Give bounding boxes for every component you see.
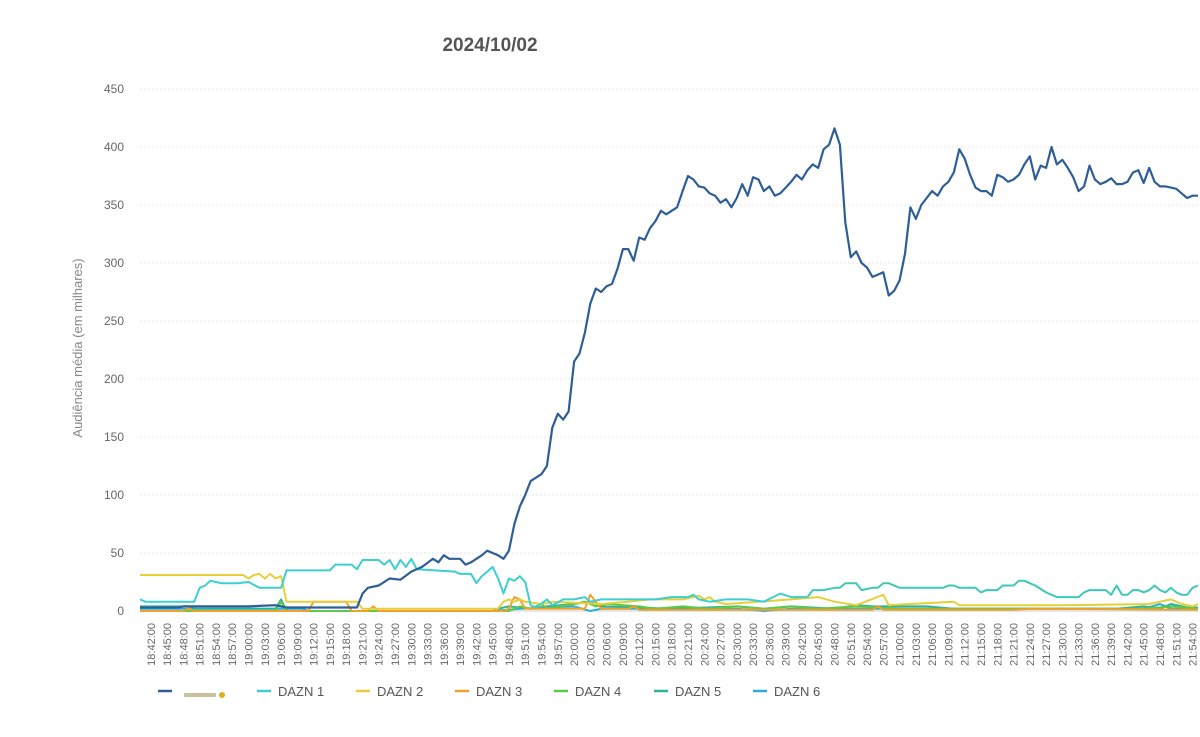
x-tick-label: 21:15:00 [976,623,988,666]
x-tick-label: 19:33:00 [423,623,435,666]
series-line [140,127,1198,609]
x-tick-label: 20:06:00 [602,623,614,666]
x-tick-label: 18:57:00 [227,623,239,666]
x-tick-label: 21:48:00 [1155,623,1167,666]
x-tick-label: 21:51:00 [1171,623,1183,666]
x-tick-label: 20:45:00 [813,623,825,666]
y-tick-label: 0 [117,604,124,618]
x-tick-label: 20:39:00 [781,623,793,666]
x-tick-label: 20:12:00 [634,623,646,666]
y-axis-label: Audiência média (em milhares) [70,258,85,437]
x-tick-label: 18:42:00 [146,623,158,666]
x-tick-label: 20:03:00 [585,623,597,666]
x-tick-label: 21:03:00 [911,623,923,666]
x-tick-label: 20:18:00 [667,623,679,666]
x-tick-label: 21:06:00 [927,623,939,666]
x-tick-label: 19:45:00 [488,623,500,666]
legend-label: DAZN 3 [476,684,522,699]
x-tick-label: 20:42:00 [797,623,809,666]
x-tick-label: 20:09:00 [618,623,630,666]
x-tick-label: 20:48:00 [829,623,841,666]
y-tick-label: 350 [104,198,124,212]
x-tick-label: 21:24:00 [1025,623,1037,666]
x-tick-label: 20:51:00 [846,623,858,666]
x-tick-label: 19:42:00 [471,623,483,666]
legend: DAZN 1 DAZN 2 DAZN 3 DAZN 4 DAZN 5 DAZN 6 [158,684,820,699]
x-tick-label: 19:00:00 [244,623,256,666]
y-tick-labels: 0 50 100 150 200 250 300 350 400 450 [104,82,124,618]
y-tick-label: 300 [104,256,124,270]
x-tick-label: 21:54:00 [1188,623,1200,666]
x-tick-label: 20:00:00 [569,623,581,666]
x-tick-label: 19:06:00 [276,623,288,666]
y-tick-label: 150 [104,430,124,444]
legend-label: DAZN 2 [377,684,423,699]
x-tick-label: 21:21:00 [1009,623,1021,666]
x-tick-label: 18:51:00 [195,623,207,666]
series-line [806,579,1199,599]
x-tick-label: 19:30:00 [406,623,418,666]
legend-label: DAZN 4 [575,684,621,699]
x-tick-label: 21:18:00 [992,623,1004,666]
x-tick-label: 20:33:00 [748,623,760,666]
legend-label: DAZN 5 [675,684,721,699]
x-tick-label: 21:00:00 [895,623,907,666]
x-tick-label: 19:24:00 [374,623,386,666]
series-lines [139,127,1199,612]
x-tick-label: 20:21:00 [683,623,695,666]
x-tick-label: 21:30:00 [1057,623,1069,666]
x-tick-label: 20:54:00 [862,623,874,666]
gridlines [140,88,1198,612]
x-tick-label: 18:45:00 [162,623,174,666]
x-tick-label: 19:15:00 [325,623,337,666]
x-tick-label: 19:39:00 [455,623,467,666]
series-line-dazn-2 [140,572,1199,610]
y-tick-label: 100 [104,488,124,502]
x-tick-label: 21:39:00 [1106,623,1118,666]
y-tick-label: 400 [104,140,124,154]
x-tick-label: 20:27:00 [716,623,728,666]
x-tick-label: 19:54:00 [536,623,548,666]
x-tick-label: 20:24:00 [699,623,711,666]
x-tick-label: 21:12:00 [960,623,972,666]
chart-title: 2024/10/02 [442,35,537,56]
x-tick-label: 19:09:00 [292,623,304,666]
y-tick-label: 450 [104,82,124,96]
y-tick-label: 50 [111,546,125,560]
x-tick-label: 21:42:00 [1122,623,1134,666]
x-tick-label: 19:48:00 [504,623,516,666]
series-line-dazn-4 [140,600,1199,612]
x-tick-label: 20:57:00 [878,623,890,666]
legend-label: DAZN 1 [278,684,324,699]
x-tick-label: 19:36:00 [439,623,451,666]
x-tick-label: 21:33:00 [1074,623,1086,666]
x-tick-label: 19:21:00 [357,623,369,666]
series-line-dazn-1 [139,557,808,609]
x-tick-label: 18:48:00 [178,623,190,666]
legend-logo-icon [184,692,225,698]
x-tick-label: 19:57:00 [553,623,565,666]
x-tick-label: 19:12:00 [309,623,321,666]
x-tick-label: 21:45:00 [1139,623,1151,666]
x-tick-label: 19:18:00 [341,623,353,666]
x-tick-label: 19:51:00 [520,623,532,666]
x-tick-label: 18:54:00 [211,623,223,666]
y-tick-label: 250 [104,314,124,328]
x-tick-label: 21:27:00 [1041,623,1053,666]
x-tick-label: 19:03:00 [260,623,272,666]
x-tick-label: 20:36:00 [764,623,776,666]
x-tick-label: 21:09:00 [943,623,955,666]
x-tick-label: 21:36:00 [1090,623,1102,666]
x-tick-label: 20:15:00 [650,623,662,666]
x-tick-labels: 18:42:00 18:45:00 18:48:00 18:51:00 18:54:00… [146,623,1200,666]
y-tick-label: 200 [104,372,124,386]
legend-label: DAZN 6 [774,684,820,699]
x-tick-label: 20:30:00 [732,623,744,666]
x-tick-label: 19:27:00 [390,623,402,666]
